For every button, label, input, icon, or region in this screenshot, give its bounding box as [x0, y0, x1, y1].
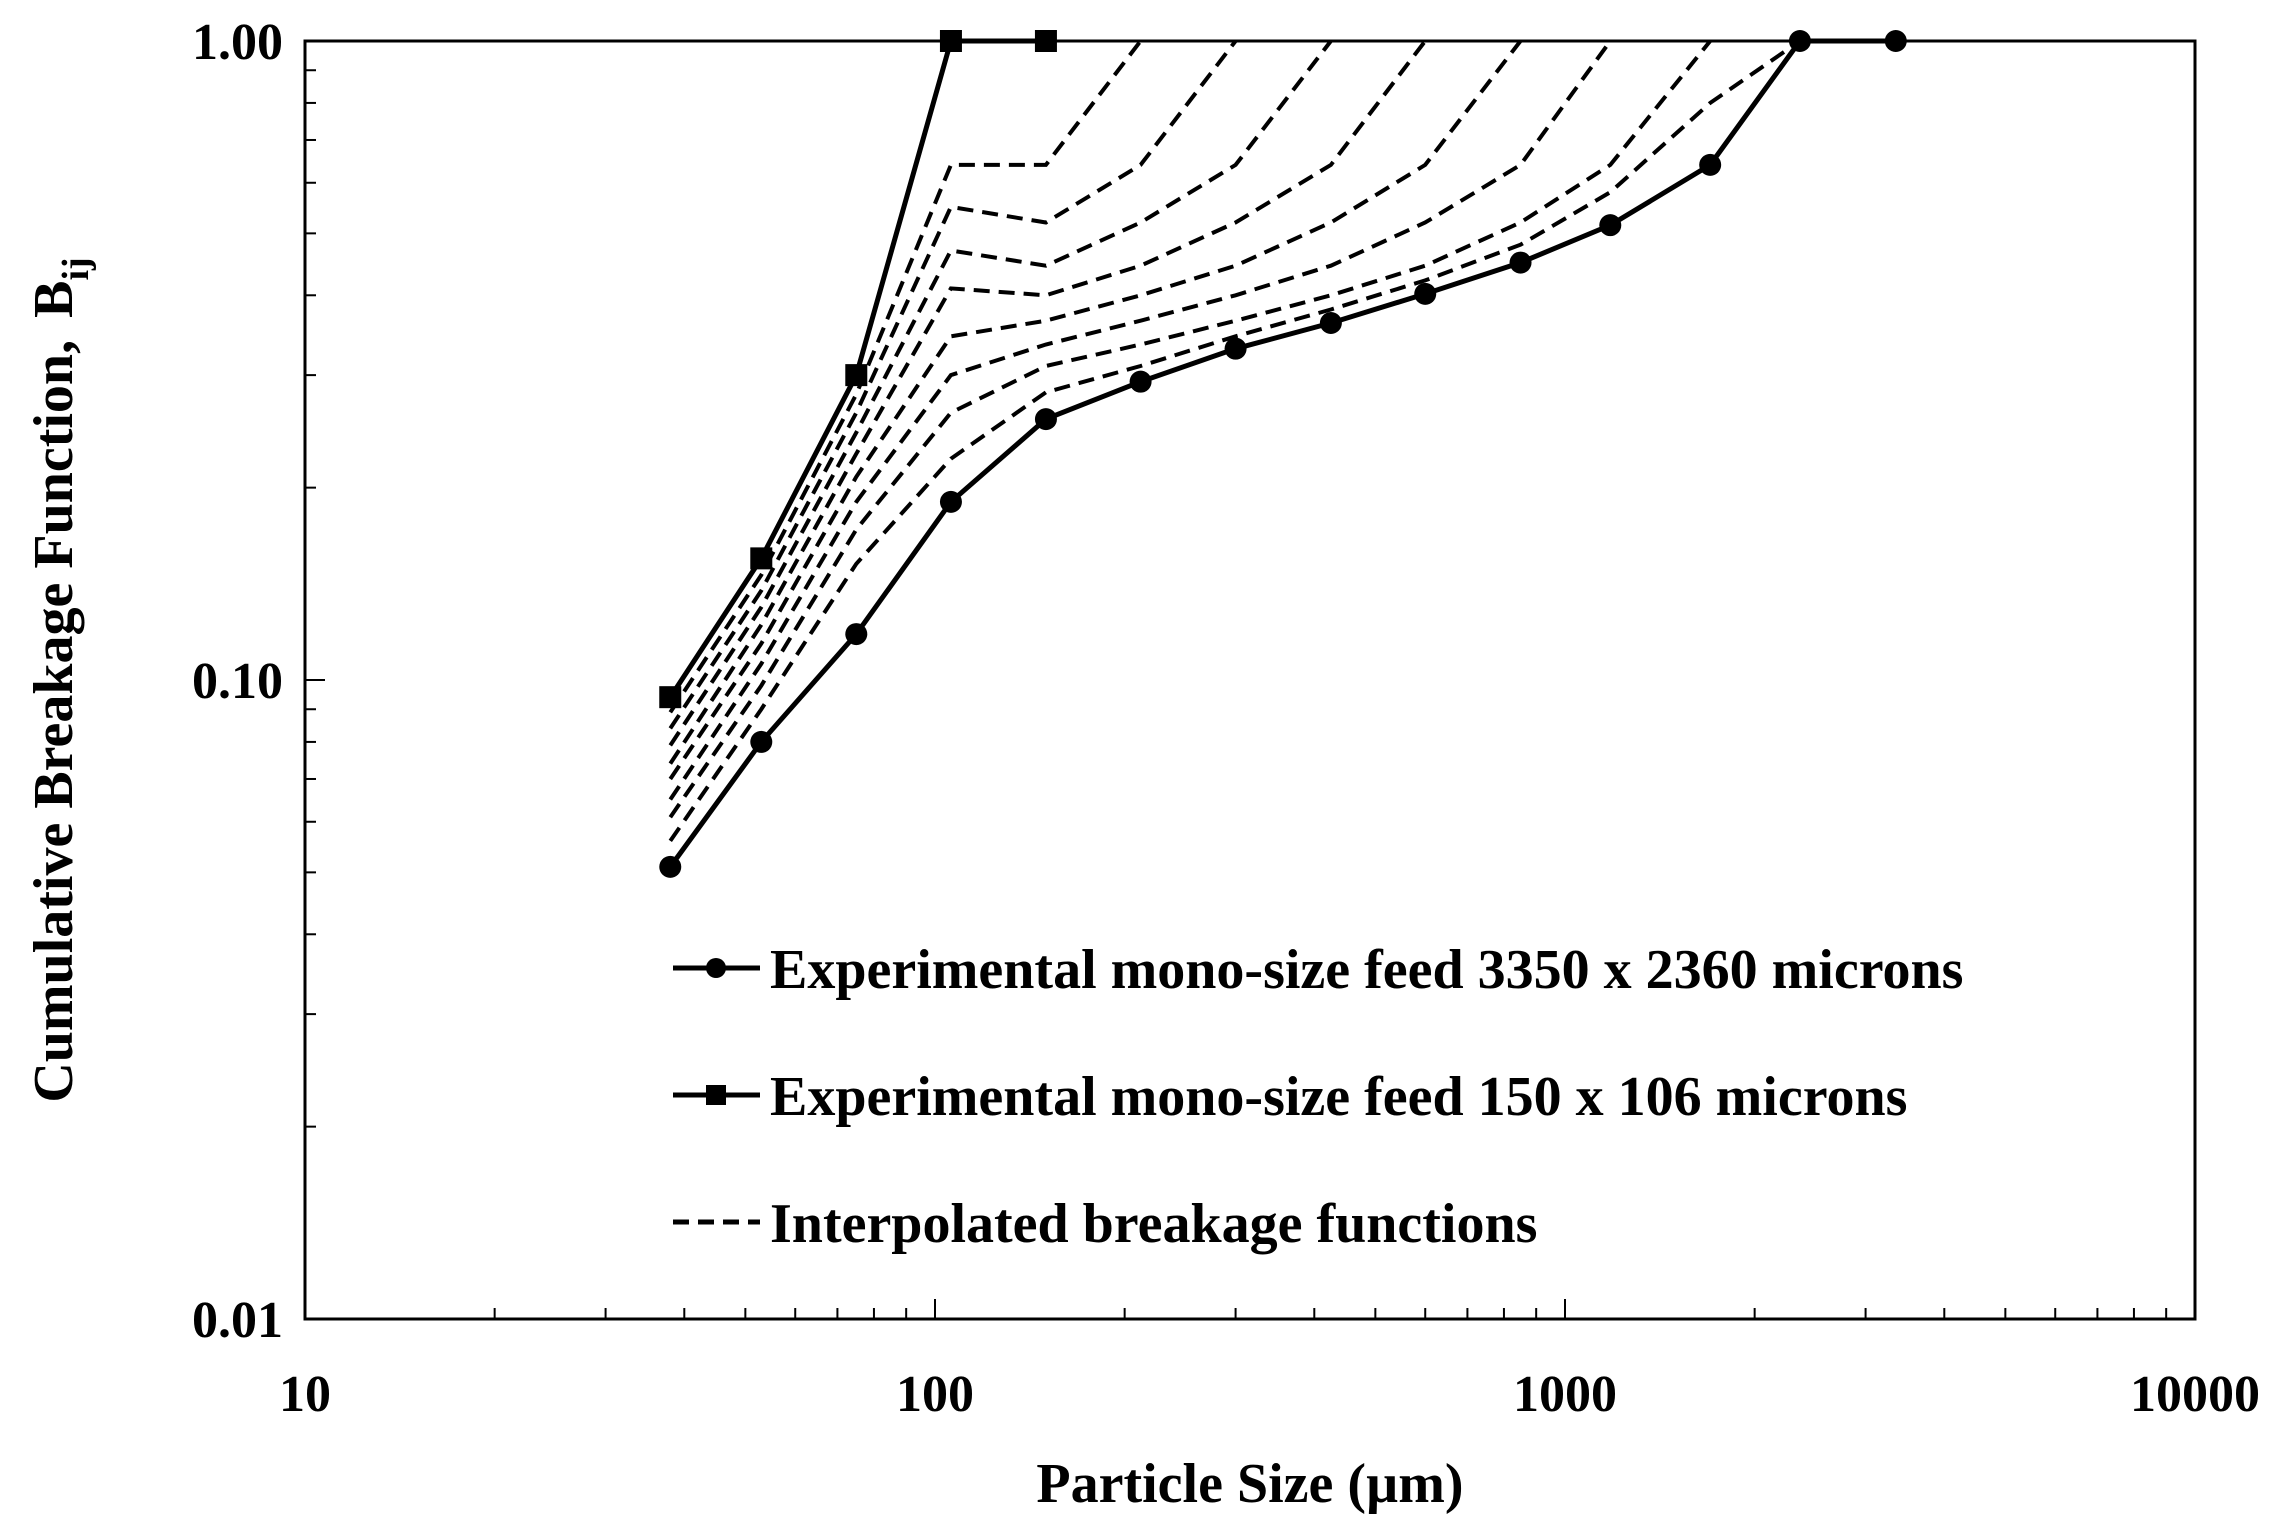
- x-tick-label: 10000: [2130, 1366, 2260, 1423]
- legend-entry-3350x2360: Experimental mono-size feed 3350 x 2360 …: [673, 939, 1963, 1001]
- legend-swatch-marker-circle: [706, 958, 726, 978]
- data-point-circle: [750, 730, 773, 753]
- series-150x106: [659, 30, 1057, 709]
- data-point-circle: [1414, 282, 1437, 305]
- y-tick-label: 0.10: [192, 653, 283, 710]
- interpolated-curve-5: [668, 39, 1523, 781]
- interpolated-curve-4: [668, 39, 1427, 765]
- legend-entry-interpolated: Interpolated breakage functions: [673, 1193, 1537, 1255]
- interpolated-curve-6: [668, 39, 1612, 801]
- y-axis-title: Cumulative Breakage Function, Bij: [23, 257, 97, 1102]
- interpolated-curve-7: [668, 39, 1712, 819]
- data-point-square: [845, 364, 868, 387]
- series-3350x2360: [659, 30, 1907, 878]
- y-tick-labels: 0.01 0.10 1.00: [192, 14, 283, 1349]
- series-layer: [659, 30, 1907, 878]
- y-tick-label: 0.01: [192, 1292, 283, 1349]
- legend: Experimental mono-size feed 3350 x 2360 …: [673, 939, 1963, 1255]
- data-point-circle: [1224, 337, 1247, 360]
- data-point-circle: [1319, 311, 1342, 334]
- plot-area-frame: [303, 39, 2197, 1321]
- interpolated-curve-2: [668, 39, 1238, 730]
- x-tick-label: 10: [279, 1366, 331, 1423]
- x-tick-labels: 10 100 1000 10000: [279, 1366, 2260, 1423]
- y-axis-title-text: Cumulative Breakage Function,: [23, 340, 85, 1103]
- data-point-square: [750, 547, 773, 570]
- x-tick-label: 1000: [1513, 1366, 1617, 1423]
- data-point-circle: [1599, 214, 1622, 237]
- axis-ticks: [304, 69, 2168, 1320]
- y-axis-title-subscript: ij: [55, 257, 97, 280]
- data-point-square: [659, 686, 682, 709]
- y-axis-title-symbol: B: [23, 281, 85, 318]
- interpolated-curve-3: [668, 39, 1333, 747]
- legend-label-interpolated: Interpolated breakage functions: [770, 1193, 1537, 1255]
- interpolated-curve-8: [668, 39, 1802, 843]
- data-point-circle: [939, 490, 962, 513]
- data-point-circle: [1034, 408, 1057, 431]
- legend-entry-150x106: Experimental mono-size feed 150 x 106 mi…: [673, 1066, 1907, 1128]
- interpolated-curve-1: [668, 39, 1143, 714]
- data-point-circle: [1129, 370, 1152, 393]
- y-tick-label: 1.00: [192, 14, 283, 71]
- legend-label-150x106: Experimental mono-size feed 150 x 106 mi…: [770, 1066, 1907, 1128]
- data-point-circle: [1509, 251, 1532, 274]
- x-tick-label: 100: [896, 1366, 974, 1423]
- legend-swatch-marker-square: [706, 1085, 726, 1105]
- data-point-circle: [845, 623, 868, 646]
- data-point-circle: [1699, 153, 1722, 176]
- legend-label-3350x2360: Experimental mono-size feed 3350 x 2360 …: [770, 939, 1963, 1001]
- line-3350x2360: [668, 38, 1896, 869]
- data-point-circle: [659, 855, 682, 878]
- x-axis-title: Particle Size (µm): [1036, 1453, 1463, 1515]
